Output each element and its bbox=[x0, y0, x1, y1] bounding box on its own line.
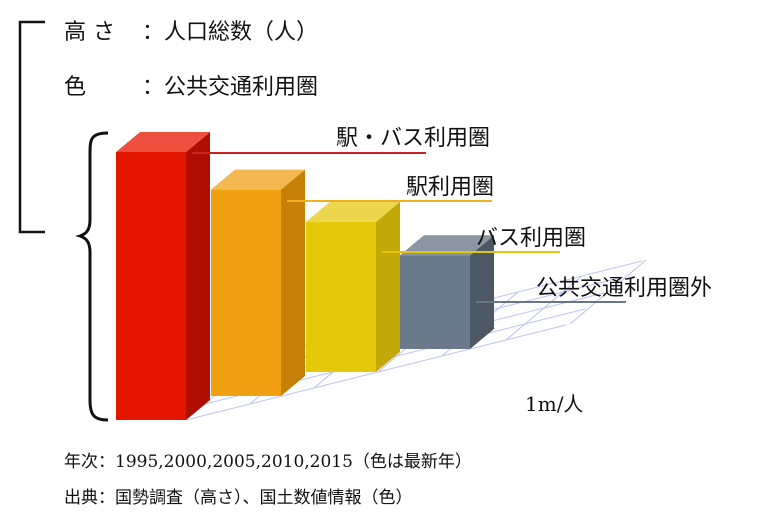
legend-height-key: 高 さ bbox=[64, 20, 115, 45]
bar bbox=[400, 235, 494, 349]
bar-front bbox=[211, 189, 281, 396]
legend-bracket bbox=[18, 20, 45, 234]
bar-top bbox=[306, 201, 400, 222]
bar-top bbox=[211, 169, 305, 190]
bar-side bbox=[470, 235, 494, 349]
bar-front bbox=[116, 152, 186, 420]
series-label-station-bus: 駅・バス利用圏 bbox=[336, 126, 491, 151]
bar-group bbox=[116, 132, 494, 420]
bar bbox=[306, 201, 400, 372]
bar-front bbox=[400, 255, 470, 349]
footnote-source: 出典：国勢調査（高さ）、国土数値情報（色） bbox=[64, 488, 413, 508]
bar-top bbox=[116, 132, 210, 152]
series-label-bus: バス利用圏 bbox=[476, 226, 587, 251]
legend-color-key: 色 bbox=[64, 75, 87, 100]
bar-front bbox=[306, 221, 376, 372]
bar-side bbox=[186, 132, 210, 420]
bar bbox=[211, 169, 305, 396]
bar-top bbox=[400, 235, 494, 256]
leader-lines bbox=[192, 152, 626, 303]
grid-line bbox=[569, 259, 647, 325]
legend-color-value: ：公共交通利用圏 bbox=[142, 75, 319, 100]
scale-label: 1m/人 bbox=[525, 392, 584, 416]
series-label-outside: 公共交通利用圏外 bbox=[536, 276, 713, 301]
bar-side bbox=[281, 169, 305, 396]
bar bbox=[116, 132, 210, 420]
bar-side bbox=[376, 201, 400, 372]
height-brace bbox=[75, 131, 109, 422]
grid-line bbox=[505, 275, 583, 341]
grid-line bbox=[185, 324, 567, 421]
series-label-station: 駅利用圏 bbox=[406, 175, 495, 200]
footnote-years: 年次：1995,2000,2005,2010,2015（色は最新年） bbox=[64, 452, 472, 472]
legend-height-value: ：人口総数（人） bbox=[142, 20, 319, 45]
